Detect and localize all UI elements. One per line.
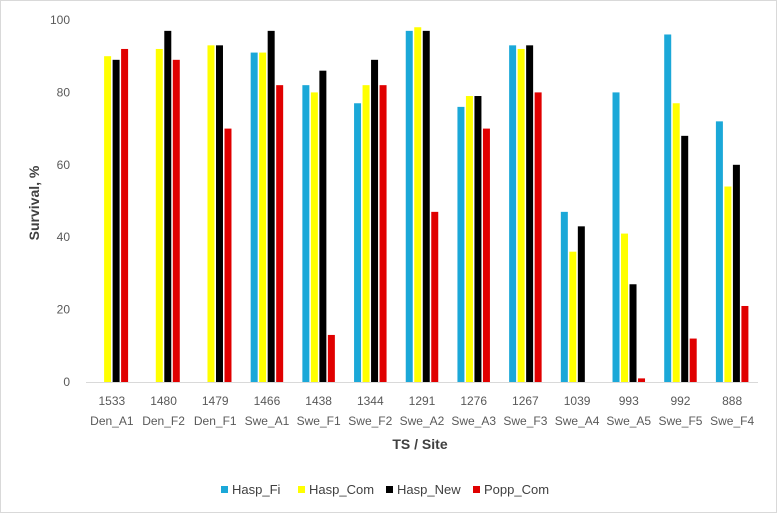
x-tick-site: Swe_A5 xyxy=(606,414,651,428)
x-tick-ts: 1533 xyxy=(98,394,125,408)
bar-popp-com xyxy=(172,59,180,382)
bar-hasp-com xyxy=(465,96,473,383)
x-tick-ts: 993 xyxy=(619,394,639,408)
x-tick-site: Swe_F5 xyxy=(658,414,702,428)
x-tick-site: Den_F1 xyxy=(194,414,237,428)
bar-hasp-com xyxy=(310,92,318,383)
x-tick-site: Swe_F1 xyxy=(297,414,341,428)
bar-hasp-fi xyxy=(664,34,672,382)
bar-popp-com xyxy=(534,92,542,383)
bar-hasp-fi xyxy=(302,85,310,382)
bar-popp-com xyxy=(741,305,749,382)
bar-hasp-new xyxy=(422,30,430,383)
x-tick-site: Swe_A1 xyxy=(245,414,290,428)
bar-hasp-com xyxy=(672,103,680,382)
bar-hasp-new xyxy=(681,135,689,382)
bar-hasp-new xyxy=(215,45,223,383)
x-tick-ts: 992 xyxy=(670,394,690,408)
bar-hasp-com xyxy=(207,45,215,383)
bar-hasp-new xyxy=(526,45,534,383)
legend-label: Hasp_Fi xyxy=(232,482,281,497)
bars xyxy=(104,27,749,383)
x-tick-ts: 1267 xyxy=(512,394,539,408)
x-tick-site: Den_A1 xyxy=(90,414,134,428)
x-axis-ticks: 1533 Den_A1 1480 Den_F2 1479 Den_F1 1466 Swe_A1… xyxy=(90,394,754,428)
x-tick-ts: 1291 xyxy=(409,394,436,408)
y-axis-title: Survival, % xyxy=(26,165,42,240)
bar-hasp-fi xyxy=(250,52,258,382)
y-tick-label: 80 xyxy=(57,85,71,99)
x-tick-ts: 1039 xyxy=(564,394,591,408)
x-tick-ts: 1438 xyxy=(305,394,332,408)
x-tick-site: Swe_F2 xyxy=(348,414,392,428)
bar-hasp-new xyxy=(371,59,379,382)
bar-hasp-fi xyxy=(509,45,517,383)
legend-label: Popp_Com xyxy=(484,482,549,497)
bar-hasp-new xyxy=(474,96,482,383)
bar-hasp-com xyxy=(362,85,370,382)
bar-hasp-fi xyxy=(715,121,723,383)
x-tick-site: Swe_A2 xyxy=(400,414,445,428)
bar-hasp-new xyxy=(732,164,740,382)
x-tick-ts: 888 xyxy=(722,394,742,408)
bar-hasp-com xyxy=(155,48,163,383)
legend-swatch xyxy=(386,486,393,493)
x-tick-site: Den_F2 xyxy=(142,414,185,428)
x-tick-ts: 1479 xyxy=(202,394,229,408)
bar-hasp-new xyxy=(164,30,172,383)
bar-hasp-new xyxy=(577,226,585,382)
x-tick-ts: 1466 xyxy=(254,394,281,408)
x-tick-site: Swe_F3 xyxy=(503,414,547,428)
y-tick-label: 100 xyxy=(50,13,70,27)
legend: Hasp_Fi Hasp_Com Hasp_New Popp_Com xyxy=(221,482,549,497)
legend-label: Hasp_Com xyxy=(309,482,374,497)
bar-hasp-fi xyxy=(457,106,465,382)
y-tick-label: 20 xyxy=(57,303,71,317)
bar-popp-com xyxy=(327,334,335,382)
bar-hasp-fi xyxy=(354,103,362,382)
bar-hasp-com xyxy=(414,27,422,383)
bar-hasp-fi xyxy=(612,92,620,383)
x-tick-ts: 1276 xyxy=(460,394,487,408)
legend-swatch xyxy=(473,486,480,493)
y-axis-ticks: 0 20 40 60 80 100 xyxy=(50,13,70,389)
x-tick-ts: 1344 xyxy=(357,394,384,408)
bar-popp-com xyxy=(482,128,490,382)
bar-hasp-com xyxy=(569,251,577,382)
bar-hasp-new xyxy=(629,284,637,382)
bar-popp-com xyxy=(431,211,439,382)
bar-hasp-new xyxy=(112,59,120,382)
y-tick-label: 60 xyxy=(57,158,71,172)
y-tick-label: 40 xyxy=(57,230,71,244)
bar-hasp-new xyxy=(267,30,275,383)
bar-hasp-com xyxy=(621,233,629,382)
bar-popp-com xyxy=(379,85,387,382)
bar-hasp-com xyxy=(724,186,732,382)
bar-popp-com xyxy=(121,48,129,383)
bar-hasp-fi xyxy=(405,30,413,383)
bar-hasp-fi xyxy=(560,211,568,382)
bar-hasp-new xyxy=(319,70,327,383)
bar-popp-com xyxy=(276,85,284,382)
bar-popp-com xyxy=(689,338,697,382)
bar-hasp-com xyxy=(104,56,112,382)
bar-hasp-com xyxy=(259,52,267,382)
bar-popp-com xyxy=(638,378,646,382)
legend-label: Hasp_New xyxy=(397,482,461,497)
legend-swatch xyxy=(221,486,228,493)
x-tick-site: Swe_A3 xyxy=(451,414,496,428)
x-tick-ts: 1480 xyxy=(150,394,177,408)
x-tick-site: Swe_A4 xyxy=(555,414,600,428)
x-axis-title: TS / Site xyxy=(392,436,447,452)
y-tick-label: 0 xyxy=(63,375,70,389)
bar-hasp-com xyxy=(517,48,525,383)
legend-swatch xyxy=(298,486,305,493)
x-tick-site: Swe_F4 xyxy=(710,414,754,428)
bar-popp-com xyxy=(224,128,232,382)
